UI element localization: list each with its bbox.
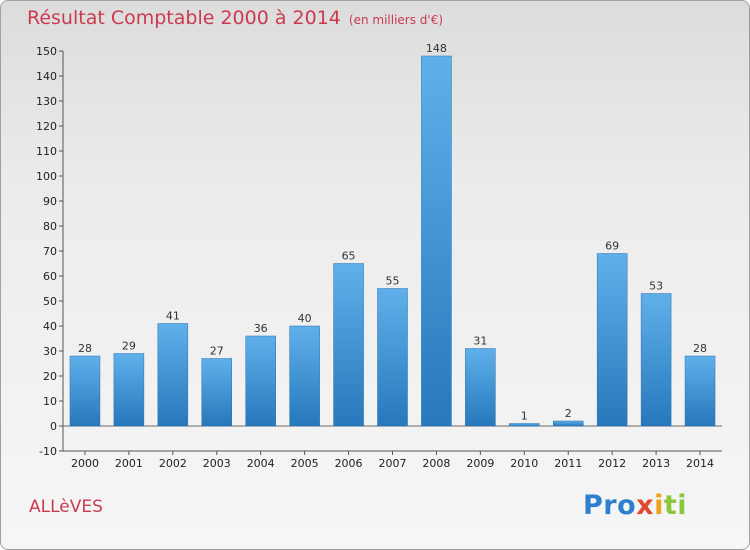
chart-title: Résultat Comptable 2000 à 2014 (en millie… [27,7,443,29]
value-label-2009: 31 [473,335,487,348]
bar-2010[interactable] [509,423,540,427]
y-tick-label: 130 [36,95,57,108]
y-tick-label: 60 [43,270,57,283]
value-label-2003: 27 [210,345,224,358]
value-label-2010: 1 [521,410,528,423]
y-tick-label: 150 [36,45,57,58]
bar-2000[interactable] [69,355,101,427]
x-tick-label: 2002 [159,457,187,470]
chart-value-labels: 28 29 41 27 36 40 65 55 148 31 1 2 69 53 28 [78,42,707,423]
x-tick-label: 2010 [510,457,538,470]
bar-2009[interactable] [465,348,496,427]
x-tick-label: 2009 [466,457,494,470]
x-tick-label: 2006 [335,457,363,470]
y-tick-label: 0 [50,420,57,433]
proxiti-logo[interactable]: Proxiti [583,490,688,521]
y-tick-label: 70 [43,245,57,258]
x-tick-label: 2013 [642,457,670,470]
value-label-2013: 53 [649,280,663,293]
bar-2008[interactable] [421,55,452,427]
bar-2004[interactable] [245,335,276,427]
bar-2011[interactable] [552,420,584,427]
bar-2006[interactable] [333,263,364,427]
x-tick-label: 2004 [247,457,275,470]
bar-2001[interactable] [113,353,145,427]
value-label-2012: 69 [605,240,619,253]
y-tick-label: 90 [43,195,57,208]
bar-2002[interactable] [157,323,189,427]
x-tick-label: 2012 [598,457,626,470]
bar-2013[interactable] [640,293,672,427]
y-tick-label: 100 [36,170,57,183]
y-tick-label: 140 [36,70,57,83]
x-tick-label: 2005 [291,457,319,470]
bar-2003[interactable] [201,358,233,427]
value-label-2001: 29 [122,340,136,353]
y-tick-label: 10 [43,395,57,408]
bar-2007[interactable] [377,288,408,427]
y-tick-label: 50 [43,295,57,308]
bar-2014[interactable] [684,355,716,427]
bar-2005[interactable] [289,325,320,427]
x-tick-label: 2011 [554,457,582,470]
value-label-2006: 65 [342,250,356,263]
x-tick-label: 2008 [422,457,450,470]
value-label-2014: 28 [693,342,707,355]
x-tick-label: 2000 [71,457,99,470]
value-label-2002: 41 [166,310,180,323]
value-label-2004: 36 [254,322,268,335]
x-tick-label: 2014 [686,457,714,470]
y-tick-label: 40 [43,320,57,333]
chart-title-text: Résultat Comptable 2000 à 2014 [27,7,341,29]
x-tick-label: 2003 [203,457,231,470]
y-tick-label: 110 [36,145,57,158]
x-tick-label: 2001 [115,457,143,470]
y-tick-label: 80 [43,220,57,233]
commune-name: ALLèVES [29,497,103,517]
value-label-2000: 28 [78,342,92,355]
value-label-2008: 148 [426,42,447,55]
bar-2012[interactable] [596,253,628,427]
chart-subtitle: (en milliers d'€) [348,13,444,27]
x-tick-label: 2007 [379,457,407,470]
value-label-2011: 2 [565,407,572,420]
y-tick-label: 30 [43,345,57,358]
y-tick-label: 20 [43,370,57,383]
y-tick-label: -10 [39,445,57,458]
value-label-2005: 40 [298,312,312,325]
chart-bars [69,55,716,427]
value-label-2007: 55 [386,275,400,288]
y-tick-label: 120 [36,120,57,133]
